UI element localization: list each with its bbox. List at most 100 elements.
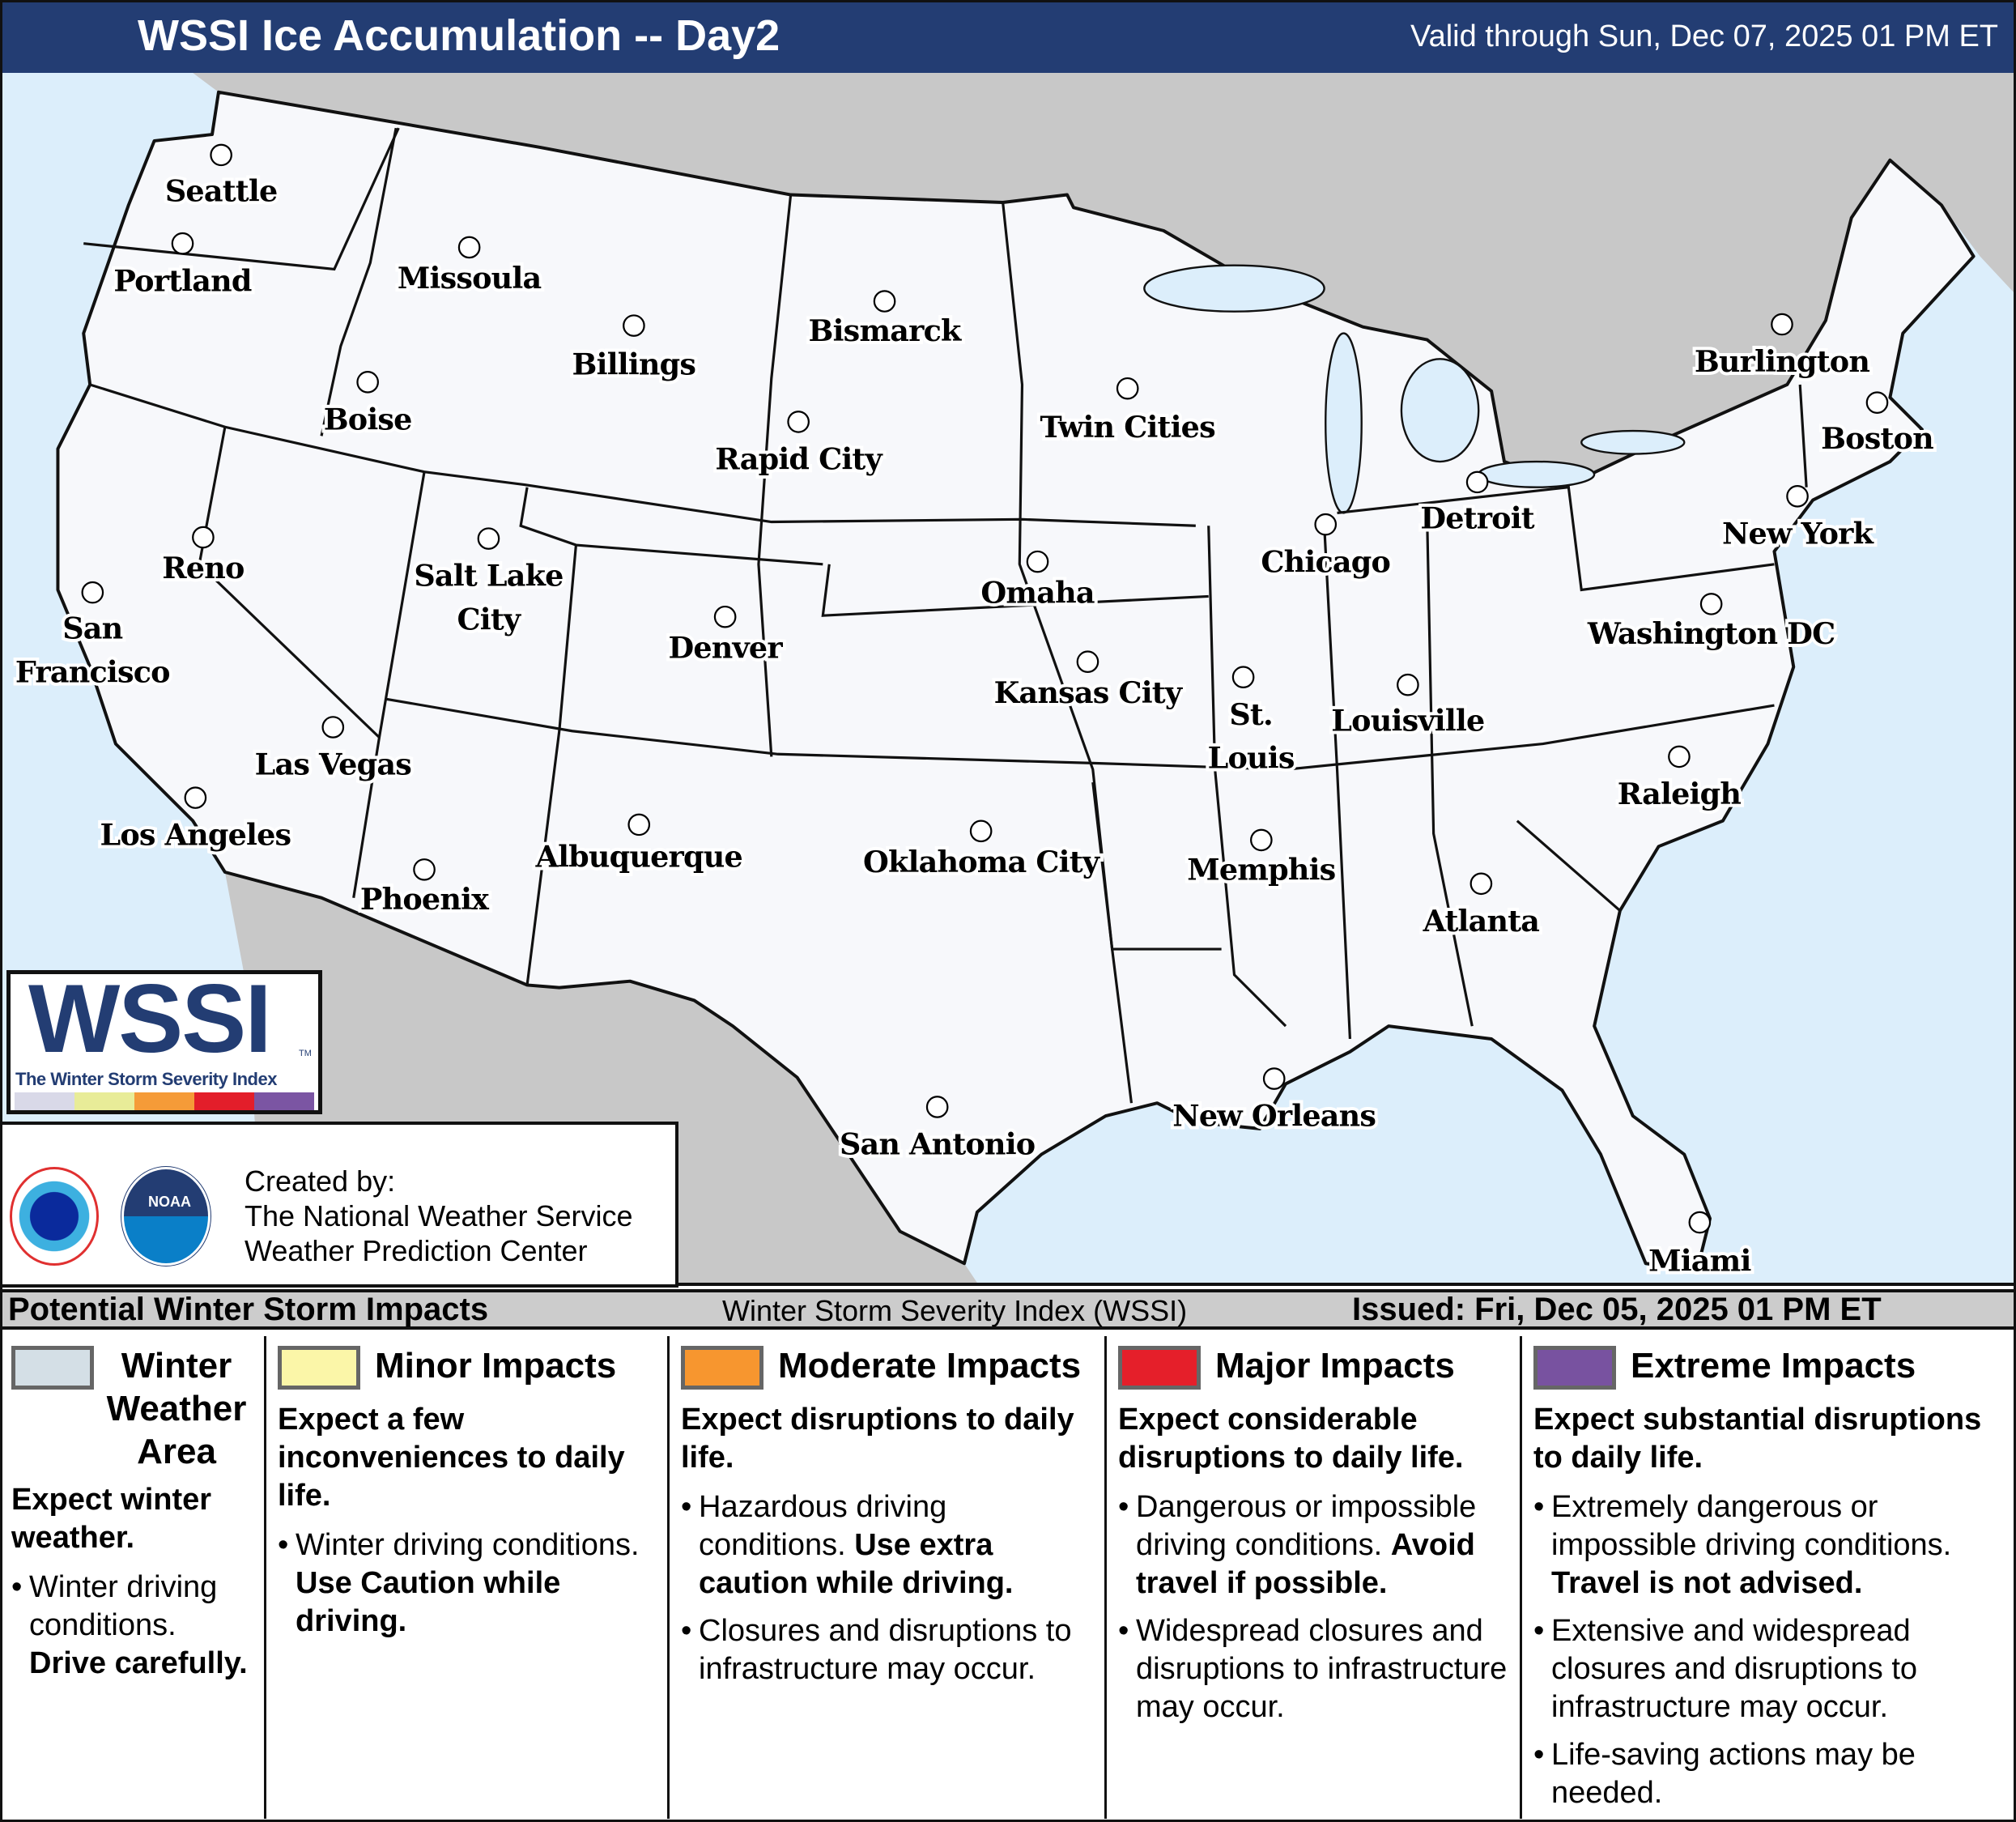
city-marker-new-york <box>1786 485 1809 508</box>
credit-line-2: The National Weather Service <box>245 1199 633 1232</box>
legend-column-minor-impacts: Minor Impacts Expect a few inconveniences… <box>266 1336 670 1819</box>
city-marker-memphis <box>1250 828 1273 852</box>
wssi-color-bar <box>15 1092 314 1110</box>
legend-column-major-impacts: Major Impacts Expect considerable disrupt… <box>1107 1336 1522 1819</box>
legend-title: Moderate Impacts <box>778 1346 1082 1386</box>
valid-time: Valid through Sun, Dec 07, 2025 01 PM ET <box>1410 19 1998 53</box>
legend-bullet: Winter driving conditions. Use Caution w… <box>278 1526 656 1641</box>
credit-box: NOAA Created by: The National Weather Se… <box>0 1122 678 1288</box>
city-marker-las-vegas <box>321 716 345 739</box>
nws-logo <box>10 1167 99 1266</box>
city-label-portland: Portland <box>113 263 251 298</box>
city-marker-albuquerque <box>627 813 651 837</box>
legend-swatch <box>11 1346 94 1390</box>
city-label-memphis: Memphis <box>1187 853 1335 888</box>
wssi-logo-text: WSSI <box>28 970 272 1073</box>
city-marker-louisville <box>1397 673 1419 696</box>
city-label-phoenix: Phoenix <box>360 882 489 917</box>
usa-land <box>56 90 1976 1272</box>
legend-swatch <box>278 1346 360 1390</box>
city-marker-bismarck <box>873 290 896 313</box>
city-label-san-francisco: San Francisco <box>15 611 170 690</box>
legend-bullet: Winter driving conditions. Drive careful… <box>11 1569 253 1683</box>
legend-summary: Expect winter weather. <box>11 1483 212 1555</box>
city-label-albuquerque: Albuquerque <box>535 840 742 875</box>
city-marker-denver <box>713 605 737 628</box>
wssi-color-segment <box>15 1092 74 1110</box>
city-label-st-louis: St. Louis <box>1208 697 1295 776</box>
city-marker-detroit <box>1465 470 1489 494</box>
city-label-denver: Denver <box>668 630 783 665</box>
city-marker-st-louis <box>1231 666 1255 688</box>
header: WSSI Ice Accumulation -- Day2 Valid thro… <box>0 0 2016 73</box>
legend-column-winter-weather-area: Winter Weather Area Expect winter weather… <box>0 1336 266 1819</box>
city-marker-portland <box>171 232 194 255</box>
legend-summary: Expect a few inconveniences to daily lif… <box>278 1403 625 1513</box>
legend-bullet: Life-saving actions may be needed. <box>1533 1736 2005 1812</box>
legend-swatch <box>1533 1346 1616 1390</box>
city-label-twin-cities: Twin Cities <box>1040 410 1215 445</box>
wssi-color-segment <box>134 1092 194 1110</box>
city-marker-new-orleans <box>1262 1067 1286 1090</box>
city-marker-billings <box>623 314 645 337</box>
wssi-logo-subtitle: The Winter Storm Severity Index <box>15 1069 277 1089</box>
city-label-seattle: Seattle <box>165 173 278 208</box>
legend-swatch <box>681 1346 763 1390</box>
city-marker-miami <box>1688 1211 1712 1234</box>
city-label-missoula: Missoula <box>398 261 542 296</box>
city-marker-phoenix <box>413 858 436 881</box>
wssi-color-segment <box>74 1092 134 1110</box>
legend-column-extreme-impacts: Extreme Impacts Expect substantial disrup… <box>1522 1336 2016 1819</box>
legend-title: Minor Impacts <box>375 1346 617 1386</box>
city-label-new-orleans: New Orleans <box>1172 1099 1376 1134</box>
city-label-boston: Boston <box>1821 421 1933 456</box>
city-label-los-angeles: Los Angeles <box>100 818 291 853</box>
index-name: Winter Storm Severity Index (WSSI) <box>722 1294 1188 1327</box>
city-marker-san-antonio <box>925 1096 949 1118</box>
city-label-oklahoma-city: Oklahoma City <box>863 845 1101 879</box>
credit-line-3: Weather Prediction Center <box>245 1234 588 1267</box>
city-label-billings: Billings <box>572 347 696 381</box>
canada <box>193 73 2016 485</box>
city-marker-oklahoma-city <box>969 819 993 843</box>
city-label-new-york: New York <box>1722 516 1874 551</box>
noaa-logo: NOAA <box>121 1166 211 1266</box>
city-marker-salt-lake-city <box>477 527 500 550</box>
impacts-bar: Potential Winter Storm Impacts Winter St… <box>0 1289 2016 1330</box>
legend-bullet: Widespread closures and disruptions to i… <box>1118 1612 1508 1726</box>
wssi-color-segment <box>254 1092 314 1110</box>
map-title: WSSI Ice Accumulation -- Day2 <box>138 11 780 60</box>
legend-bullet: Extensive and widespread closures and di… <box>1533 1612 2005 1726</box>
city-marker-omaha <box>1026 550 1049 573</box>
issued-time: Issued: Fri, Dec 05, 2025 01 PM ET <box>1352 1292 1882 1327</box>
wssi-logo: WSSI TM The Winter Storm Severity Index <box>6 970 322 1114</box>
legend-column-moderate-impacts: Moderate Impacts Expect disruptions to da… <box>670 1336 1107 1819</box>
city-marker-boston <box>1865 391 1889 414</box>
city-label-rapid-city: Rapid City <box>715 442 883 477</box>
legend-summary: Expect disruptions to daily life. <box>681 1403 1074 1475</box>
city-marker-missoula <box>457 236 481 259</box>
map[interactable]: Seattle Portland Missoula Billings Bismarck B… <box>0 73 2016 1286</box>
city-marker-boise <box>356 371 379 394</box>
impacts-heading: Potential Winter Storm Impacts <box>8 1292 489 1327</box>
city-label-raleigh: Raleigh <box>1618 777 1742 811</box>
city-label-omaha: Omaha <box>980 575 1094 610</box>
city-label-burlington: Burlington <box>1695 344 1870 379</box>
legend-bullet: Hazardous driving conditions. Use extra … <box>681 1488 1093 1603</box>
legend-summary: Expect considerable disruptions to daily… <box>1118 1403 1464 1475</box>
city-marker-atlanta <box>1469 872 1493 896</box>
city-marker-reno <box>192 526 215 549</box>
city-label-chicago: Chicago <box>1261 544 1390 579</box>
legend-swatch <box>1118 1346 1201 1390</box>
city-marker-san-francisco <box>81 581 104 604</box>
legend-bullet: Dangerous or impossible driving conditio… <box>1118 1488 1508 1603</box>
city-label-reno: Reno <box>162 551 244 585</box>
city-marker-kansas-city <box>1076 650 1099 673</box>
legend-title: Extreme Impacts <box>1631 1346 1916 1386</box>
city-label-washington-dc: Washington DC <box>1587 616 1835 651</box>
city-label-atlanta: Atlanta <box>1423 904 1540 939</box>
city-markers: Seattle Portland Missoula Billings Bismarck B… <box>12 143 1937 1282</box>
city-label-kansas-city: Kansas City <box>994 675 1184 710</box>
city-label-detroit: Detroit <box>1420 500 1534 535</box>
legend-summary: Expect substantial disruptions to daily … <box>1533 1403 1982 1475</box>
